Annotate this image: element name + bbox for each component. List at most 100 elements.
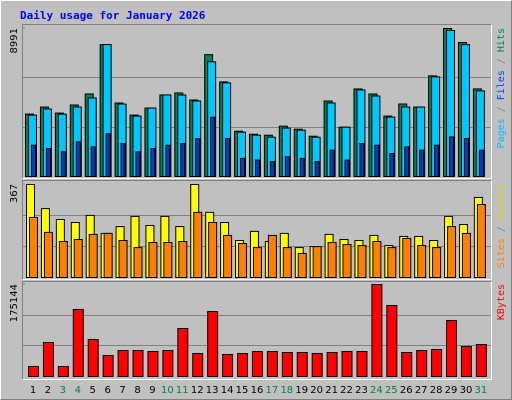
bar <box>269 161 275 177</box>
x-tick-label: 5 <box>90 385 96 396</box>
x-tick-label: 16 <box>251 385 264 396</box>
legend-entry: Files <box>496 70 507 100</box>
bar <box>297 252 307 279</box>
bar <box>90 146 96 178</box>
bar <box>314 161 320 177</box>
bar <box>72 308 84 378</box>
bar <box>281 351 293 377</box>
x-tick-label: 19 <box>295 385 308 396</box>
x-tick-label: 2 <box>45 385 51 396</box>
bar <box>210 116 216 177</box>
bar <box>88 233 98 278</box>
legend-separator: / <box>496 100 507 118</box>
bar <box>431 348 443 377</box>
bar <box>374 144 380 177</box>
bar <box>342 244 352 278</box>
bar <box>311 352 323 377</box>
x-tick-label: 13 <box>206 385 219 396</box>
bar <box>476 204 486 278</box>
bar <box>326 351 338 377</box>
bar <box>223 234 233 278</box>
bar <box>461 232 471 279</box>
bar <box>372 241 382 278</box>
bar <box>120 143 126 177</box>
x-tick-label: 8 <box>134 385 140 396</box>
bevel <box>22 281 492 380</box>
bar <box>177 327 189 378</box>
bar <box>193 211 203 279</box>
bar <box>478 149 484 177</box>
legend-separator: / <box>496 220 507 238</box>
x-tick-label: 29 <box>445 385 458 396</box>
bar <box>417 245 427 279</box>
bar <box>237 352 249 377</box>
legend-entry: Hits <box>496 28 507 52</box>
x-tick-label: 14 <box>221 385 234 396</box>
bar <box>192 352 204 377</box>
bar <box>42 341 54 377</box>
bar <box>150 148 156 178</box>
bar <box>208 222 218 278</box>
bar <box>447 226 457 279</box>
bar <box>133 247 143 279</box>
bar <box>31 144 36 177</box>
bar <box>432 247 442 279</box>
bar <box>434 144 440 177</box>
bar <box>180 143 186 177</box>
bar <box>105 133 111 177</box>
bar <box>251 350 263 378</box>
bar <box>29 216 38 278</box>
bar <box>371 284 383 377</box>
x-tick-label: 12 <box>191 385 204 396</box>
x-tick-label: 7 <box>119 385 125 396</box>
bar <box>389 152 395 177</box>
bar <box>75 141 81 177</box>
chart-title: Daily usage for January 2026 <box>20 9 206 22</box>
x-tick-label: 4 <box>75 385 81 396</box>
bar <box>57 365 69 377</box>
x-tick-label: 26 <box>400 385 413 396</box>
bar <box>254 159 260 177</box>
legend-entry: KBytes <box>496 284 507 320</box>
bar <box>296 351 308 377</box>
x-tick-label: 30 <box>460 385 473 396</box>
bar <box>28 365 39 377</box>
bar <box>387 247 397 279</box>
bar <box>266 350 278 378</box>
bar <box>165 144 171 177</box>
x-tick-label: 6 <box>104 385 110 396</box>
legend-entry: Visits <box>496 184 507 220</box>
bevel <box>22 24 492 179</box>
x-tick-label: 27 <box>415 385 428 396</box>
bevel <box>22 180 492 280</box>
bevel <box>22 180 492 280</box>
x-tick-label: 11 <box>176 385 189 396</box>
bar <box>463 138 469 178</box>
bar <box>60 151 66 177</box>
bar <box>102 354 114 378</box>
y-tick-label: 175144 <box>9 284 20 322</box>
bar <box>401 351 413 377</box>
x-tick-label: 9 <box>149 385 155 396</box>
bar <box>103 232 113 279</box>
bar <box>460 345 472 377</box>
legend-entry: Pages <box>496 118 507 148</box>
x-tick-label: 10 <box>161 385 174 396</box>
bar <box>282 247 292 279</box>
bar <box>402 237 412 279</box>
y-tick-label: 367 <box>9 184 20 203</box>
bar <box>356 350 368 378</box>
x-tick-label: 18 <box>280 385 293 396</box>
bar <box>386 304 398 377</box>
bar <box>117 349 129 377</box>
bar <box>446 319 458 377</box>
bar <box>148 242 158 278</box>
legend-entry: Sites <box>496 238 507 268</box>
x-tick-label: 25 <box>385 385 398 396</box>
bar <box>73 238 83 279</box>
bar <box>329 149 335 177</box>
x-tick-label: 31 <box>475 385 488 396</box>
bar <box>118 240 128 279</box>
